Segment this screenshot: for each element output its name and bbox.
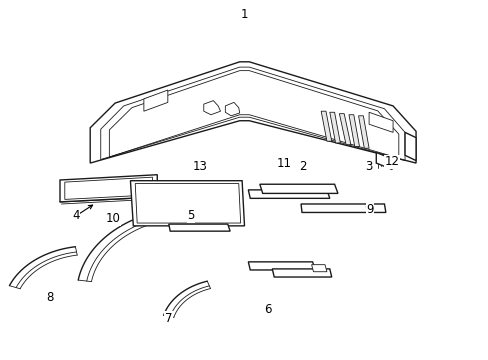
Polygon shape [301,204,385,212]
Text: 10: 10 [105,212,120,225]
Text: 5: 5 [187,210,194,222]
Polygon shape [248,262,315,270]
Polygon shape [203,100,220,115]
Polygon shape [225,102,239,116]
Text: 2: 2 [299,160,306,173]
Text: 9: 9 [366,203,373,216]
Polygon shape [329,112,340,143]
Text: 12: 12 [384,155,399,168]
Polygon shape [272,269,331,277]
Polygon shape [339,114,350,145]
Polygon shape [130,181,244,226]
Text: 1: 1 [240,8,248,21]
Polygon shape [248,190,329,198]
Polygon shape [60,175,157,202]
Polygon shape [90,62,415,163]
Polygon shape [259,184,337,193]
Text: 6: 6 [263,303,271,316]
Polygon shape [321,111,331,141]
Polygon shape [311,265,326,272]
Polygon shape [168,224,230,231]
Polygon shape [368,112,392,132]
Polygon shape [348,115,359,147]
Polygon shape [143,90,167,111]
Polygon shape [358,116,368,148]
Polygon shape [376,153,391,170]
Text: 3: 3 [365,160,372,173]
Text: 8: 8 [47,291,54,303]
Polygon shape [404,132,415,161]
Text: 4: 4 [72,210,80,222]
Text: 7: 7 [164,312,172,325]
Text: 11: 11 [276,157,291,170]
Text: 13: 13 [193,160,207,173]
